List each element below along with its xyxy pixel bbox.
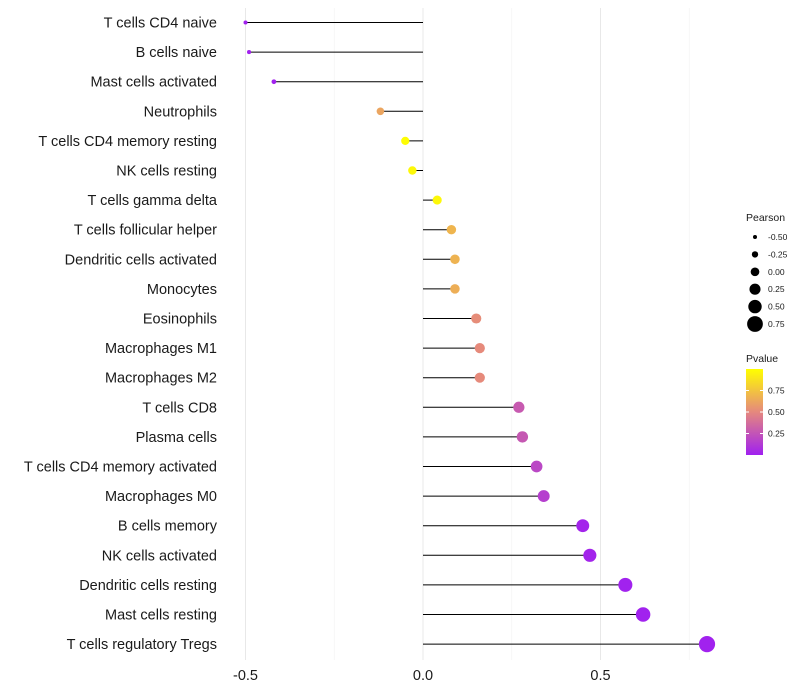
pearson-legend: Pearson -0.50 -0.25 0.00 0.25 0.50 0.75: [746, 212, 788, 332]
y-axis-label: T cells CD4 memory activated: [24, 460, 217, 476]
pvalue-legend: Pvalue 0.25 0.50 0.75: [746, 353, 785, 455]
lollipop-point: [583, 548, 597, 562]
pearson-legend-label: 0.25: [768, 284, 785, 294]
y-axis-label: Macrophages M2: [105, 371, 217, 387]
y-axis-label: T cells CD4 memory resting: [38, 134, 217, 150]
y-axis-label: T cells CD8: [142, 400, 217, 416]
stems: [245, 22, 707, 645]
x-axis-tick-label: 0.0: [413, 668, 433, 684]
lollipop-point: [516, 431, 529, 443]
pearson-legend-dot: [747, 316, 763, 332]
y-axis-label: B cells naive: [136, 45, 217, 61]
pvalue-legend-title: Pvalue: [746, 353, 778, 365]
lollipop-point: [446, 224, 457, 235]
y-axis-label: Monocytes: [147, 282, 217, 298]
points: [243, 20, 716, 653]
y-axis-label: NK cells activated: [102, 548, 217, 564]
pearson-legend-label: 0.50: [768, 302, 785, 312]
lollipop-point: [408, 166, 417, 175]
lollipop-point: [450, 284, 460, 294]
pearson-legend-label: 0.00: [768, 267, 785, 277]
pearson-legend-dot: [750, 267, 760, 277]
lollipop-point: [530, 460, 543, 473]
pvalue-legend-label: 0.25: [768, 429, 785, 439]
x-axis-ticks: -0.5 0.0 0.5: [233, 668, 611, 684]
y-axis-label: Dendritic cells resting: [79, 578, 217, 594]
pearson-legend-dot: [748, 299, 762, 314]
lollipop-point: [474, 342, 485, 354]
pearson-legend-label: -0.25: [768, 249, 788, 259]
lollipop-point: [474, 372, 485, 383]
lollipop-point: [401, 136, 410, 146]
y-axis-label: NK cells resting: [116, 164, 217, 180]
y-axis-label: T cells regulatory Tregs: [67, 637, 217, 653]
pearson-legend-label: -0.50: [768, 232, 788, 242]
lollipop-point: [513, 401, 525, 413]
pearson-legend-title: Pearson: [746, 212, 785, 224]
y-axis-label: Mast cells resting: [105, 608, 217, 624]
pearson-legend-dot: [749, 283, 761, 295]
lollipop-point: [376, 107, 385, 116]
y-axis-label: Neutrophils: [144, 104, 217, 120]
pvalue-colorbar: [746, 369, 763, 455]
y-axis-label: Dendritic cells activated: [65, 252, 217, 268]
y-axis-label: T cells follicular helper: [74, 223, 217, 239]
y-axis-label: Mast cells activated: [90, 75, 217, 91]
grid: [245, 8, 690, 660]
y-axis-label: B cells memory: [118, 519, 218, 535]
lollipop-point: [698, 635, 716, 653]
lollipop-point: [635, 607, 651, 622]
lollipop-point: [576, 519, 590, 533]
y-axis-label: Plasma cells: [136, 430, 217, 446]
x-axis-tick-label: -0.5: [233, 668, 258, 684]
lollipop-point: [243, 20, 248, 25]
y-axis-label: Macrophages M0: [105, 489, 217, 505]
y-axis-label: Macrophages M1: [105, 341, 217, 357]
lollipop-point: [450, 254, 460, 265]
y-axis-labels: T cells CD4 naive B cells naive Mast cells…: [24, 16, 218, 654]
y-axis-label: Eosinophils: [143, 312, 217, 328]
pvalue-legend-label: 0.75: [768, 386, 785, 396]
x-axis-tick-label: 0.5: [590, 668, 610, 684]
lollipop-point: [471, 313, 482, 324]
pearson-legend-dot: [751, 251, 759, 258]
lollipop-point: [432, 195, 442, 205]
lollipop-point: [537, 490, 550, 503]
lollipop-point: [618, 577, 633, 592]
lollipop-point: [247, 50, 252, 55]
y-axis-label: T cells gamma delta: [88, 193, 218, 209]
pvalue-legend-label: 0.50: [768, 407, 785, 417]
lollipop-point: [271, 79, 277, 85]
pearson-legend-label: 0.75: [768, 319, 785, 329]
y-axis-label: T cells CD4 naive: [104, 16, 217, 32]
pearson-legend-dot: [753, 235, 757, 239]
